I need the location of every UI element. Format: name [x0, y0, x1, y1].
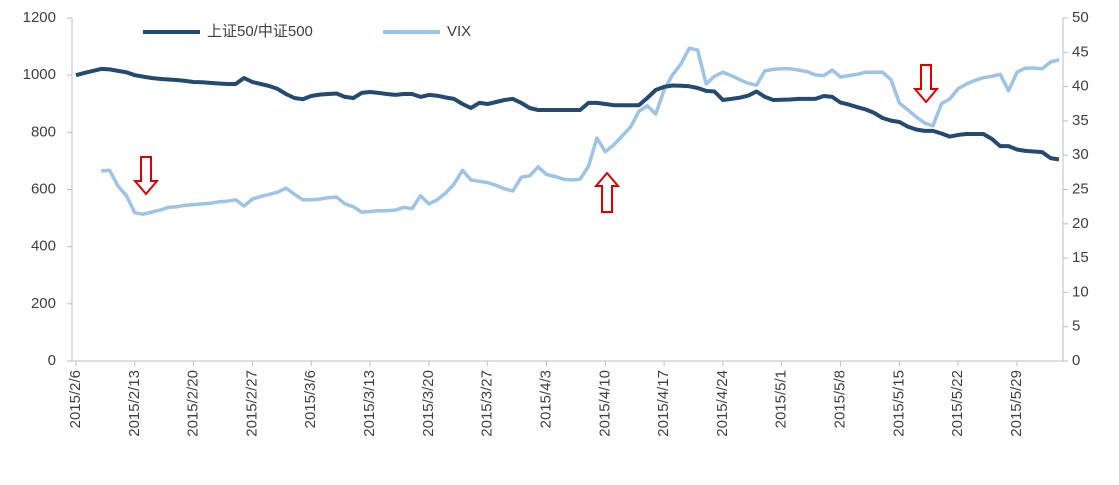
x-tick-label: 2015/3/20: [420, 370, 437, 437]
x-tick-label: 2015/4/3: [537, 370, 554, 428]
up-arrow: [593, 171, 621, 213]
y-tick-label: 800: [31, 123, 56, 140]
x-tick-label: 2015/4/17: [655, 370, 672, 437]
x-tick-label: 2015/2/27: [243, 370, 260, 437]
down-arrow: [132, 156, 160, 196]
legend-label: VIX: [447, 23, 471, 40]
y-tick-label: 1000: [23, 66, 56, 83]
y-tick-label: 0: [48, 352, 56, 369]
x-tick-label: 2015/5/1: [773, 370, 790, 428]
x-tick-label: 2015/3/27: [479, 370, 496, 437]
series-line: [75, 66, 1060, 162]
y2-tick-label: 15: [1072, 249, 1089, 266]
y-tick-label: 200: [31, 295, 56, 312]
y2-tick-label: 0: [1072, 352, 1080, 369]
x-tick-label: 2015/5/8: [832, 370, 849, 428]
x-tick-label: 2015/5/29: [1008, 370, 1025, 437]
x-tick-label: 2015/5/22: [949, 370, 966, 437]
x-tick-label: 2015/2/13: [126, 370, 143, 437]
down-arrow: [912, 64, 940, 104]
annotations: [132, 64, 940, 213]
y2-tick-label: 30: [1072, 146, 1089, 163]
legend-label: 上证50/中证500: [207, 23, 313, 40]
y2-tick-label: 45: [1072, 43, 1089, 60]
x-tick-label: 2015/2/6: [67, 370, 84, 428]
x-tick-label: 2015/3/13: [361, 370, 378, 437]
series-line: [101, 46, 1060, 216]
x-tick-label: 2015/4/24: [714, 370, 731, 437]
x-tick-label: 2015/2/20: [185, 370, 202, 437]
y2-tick-label: 40: [1072, 78, 1089, 95]
y2-tick-label: 35: [1072, 112, 1089, 129]
x-tick-label: 2015/4/10: [596, 370, 613, 437]
y2-tick-label: 50: [1072, 9, 1089, 26]
legend: 上证50/中证500 VIX: [143, 23, 471, 40]
y2-tick-label: 10: [1072, 283, 1089, 300]
y2-tick-label: 25: [1072, 180, 1089, 197]
y2-tick-label: 20: [1072, 215, 1089, 232]
y-tick-label: 1200: [23, 9, 56, 26]
x-tick-label: 2015/3/6: [302, 370, 319, 428]
y2-tick-label: 5: [1072, 318, 1080, 335]
y-tick-label: 600: [31, 180, 56, 197]
x-tick-label: 2015/5/15: [890, 370, 907, 437]
y-tick-label: 400: [31, 238, 56, 255]
